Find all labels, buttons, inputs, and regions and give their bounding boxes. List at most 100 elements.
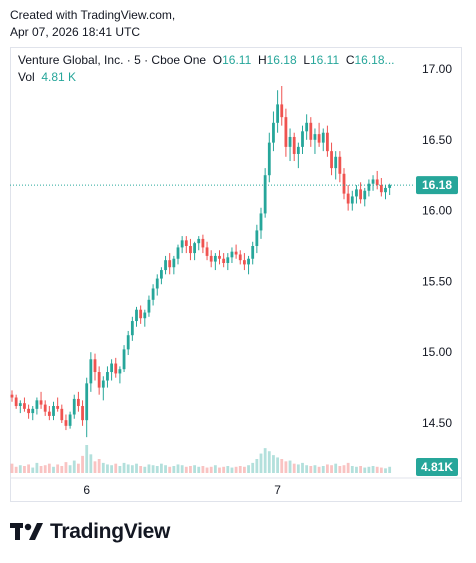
candle-body	[193, 243, 196, 254]
volume-bar	[301, 462, 304, 473]
candle-body	[209, 255, 213, 262]
candle-body	[77, 398, 80, 407]
candle-body	[106, 372, 109, 381]
volume-bar	[97, 459, 101, 473]
candle-body	[68, 414, 72, 426]
candle-body	[52, 406, 55, 416]
volume-bar	[338, 466, 342, 473]
volume-bar	[234, 466, 238, 473]
candle-body	[205, 247, 209, 256]
volume-bar	[64, 462, 68, 473]
candle-body	[126, 335, 130, 350]
volume-bar	[164, 465, 167, 473]
volume-bar	[60, 466, 64, 473]
brand-footer: TradingView	[10, 520, 170, 544]
volume-bar	[230, 467, 234, 473]
volume-bar	[375, 466, 379, 473]
candle-body	[388, 185, 392, 188]
volume-bar	[122, 462, 126, 473]
low-label: L	[303, 53, 310, 67]
volume-bar	[10, 463, 14, 473]
candle-body	[18, 403, 22, 407]
candle-body	[296, 146, 300, 154]
candle-body	[355, 189, 358, 197]
y-tick-label: 16.50	[422, 133, 452, 147]
candle-body	[384, 187, 387, 193]
candle-body	[338, 156, 342, 174]
volume-bar	[309, 466, 313, 473]
volume-bar	[81, 455, 84, 473]
volume-bar	[209, 466, 213, 473]
volume-bar	[226, 466, 230, 473]
brand-name: TradingView	[50, 520, 171, 543]
volume-bar	[247, 465, 250, 473]
candle-body	[10, 394, 14, 398]
volume-bar	[43, 465, 47, 473]
candle-body	[342, 173, 346, 194]
volume-bar	[31, 467, 35, 473]
volume-bar	[296, 464, 300, 473]
candle-body	[321, 132, 325, 143]
volume-bar	[180, 465, 184, 473]
volume-bar	[39, 466, 43, 473]
volume-bar	[35, 462, 39, 473]
candle-body	[184, 240, 188, 246]
volume-bar	[106, 464, 109, 473]
high-value: 16.18	[266, 53, 297, 67]
candle-body	[218, 255, 221, 259]
candle-body	[114, 363, 118, 374]
tradingview-logo-icon	[10, 523, 43, 540]
volume-bar	[388, 466, 392, 473]
volume-bar	[330, 465, 333, 473]
volume-bar	[197, 466, 201, 473]
volume-bar	[259, 453, 263, 473]
candle-body	[43, 404, 47, 412]
candle-body	[313, 134, 317, 140]
candle-body	[255, 230, 259, 246]
volume-bar	[355, 466, 358, 473]
candle-body	[326, 132, 329, 152]
candle-body	[81, 406, 84, 421]
candle-body	[272, 122, 275, 143]
y-tick-label: 15.00	[422, 345, 452, 359]
chart-frame[interactable]	[10, 47, 462, 502]
volume-label[interactable]: Vol	[18, 70, 35, 84]
volume-bar	[85, 445, 89, 473]
volume-bar	[205, 467, 209, 473]
volume-bar	[346, 462, 350, 473]
candle-body	[110, 363, 113, 373]
candle-body	[213, 255, 217, 262]
volume-bar	[114, 463, 118, 473]
volume-bar	[155, 466, 159, 473]
volume-bar	[168, 466, 172, 473]
candle-body	[176, 247, 180, 259]
candle-body	[23, 403, 26, 409]
y-tick-label: 17.00	[422, 62, 452, 76]
y-tick-label: 15.50	[422, 274, 452, 288]
volume-bar	[305, 465, 309, 473]
candle-body	[288, 136, 292, 147]
candle-body	[201, 238, 205, 248]
volume-bar	[139, 466, 143, 473]
candle-body	[346, 193, 350, 204]
volume-bar	[334, 463, 338, 473]
candle-body	[222, 258, 226, 263]
volume-bar	[176, 464, 180, 473]
volume-bar	[371, 466, 375, 473]
volume-bar	[272, 455, 275, 473]
candle-body	[168, 260, 172, 268]
candle-body	[31, 408, 35, 414]
volume-value: 4.81 K	[41, 70, 77, 84]
candle-body	[122, 349, 126, 370]
volume-bar	[68, 465, 72, 473]
candle-body	[27, 408, 30, 414]
volume-bar	[213, 465, 217, 473]
volume-bar	[313, 465, 317, 473]
symbol-name[interactable]: Venture Global, Inc. · 5 · Cboe One	[18, 53, 207, 67]
volume-bar	[238, 466, 242, 473]
candle-body	[89, 359, 93, 384]
volume-bar	[147, 464, 151, 473]
candle-body	[60, 408, 64, 421]
volume-bar	[18, 465, 22, 473]
